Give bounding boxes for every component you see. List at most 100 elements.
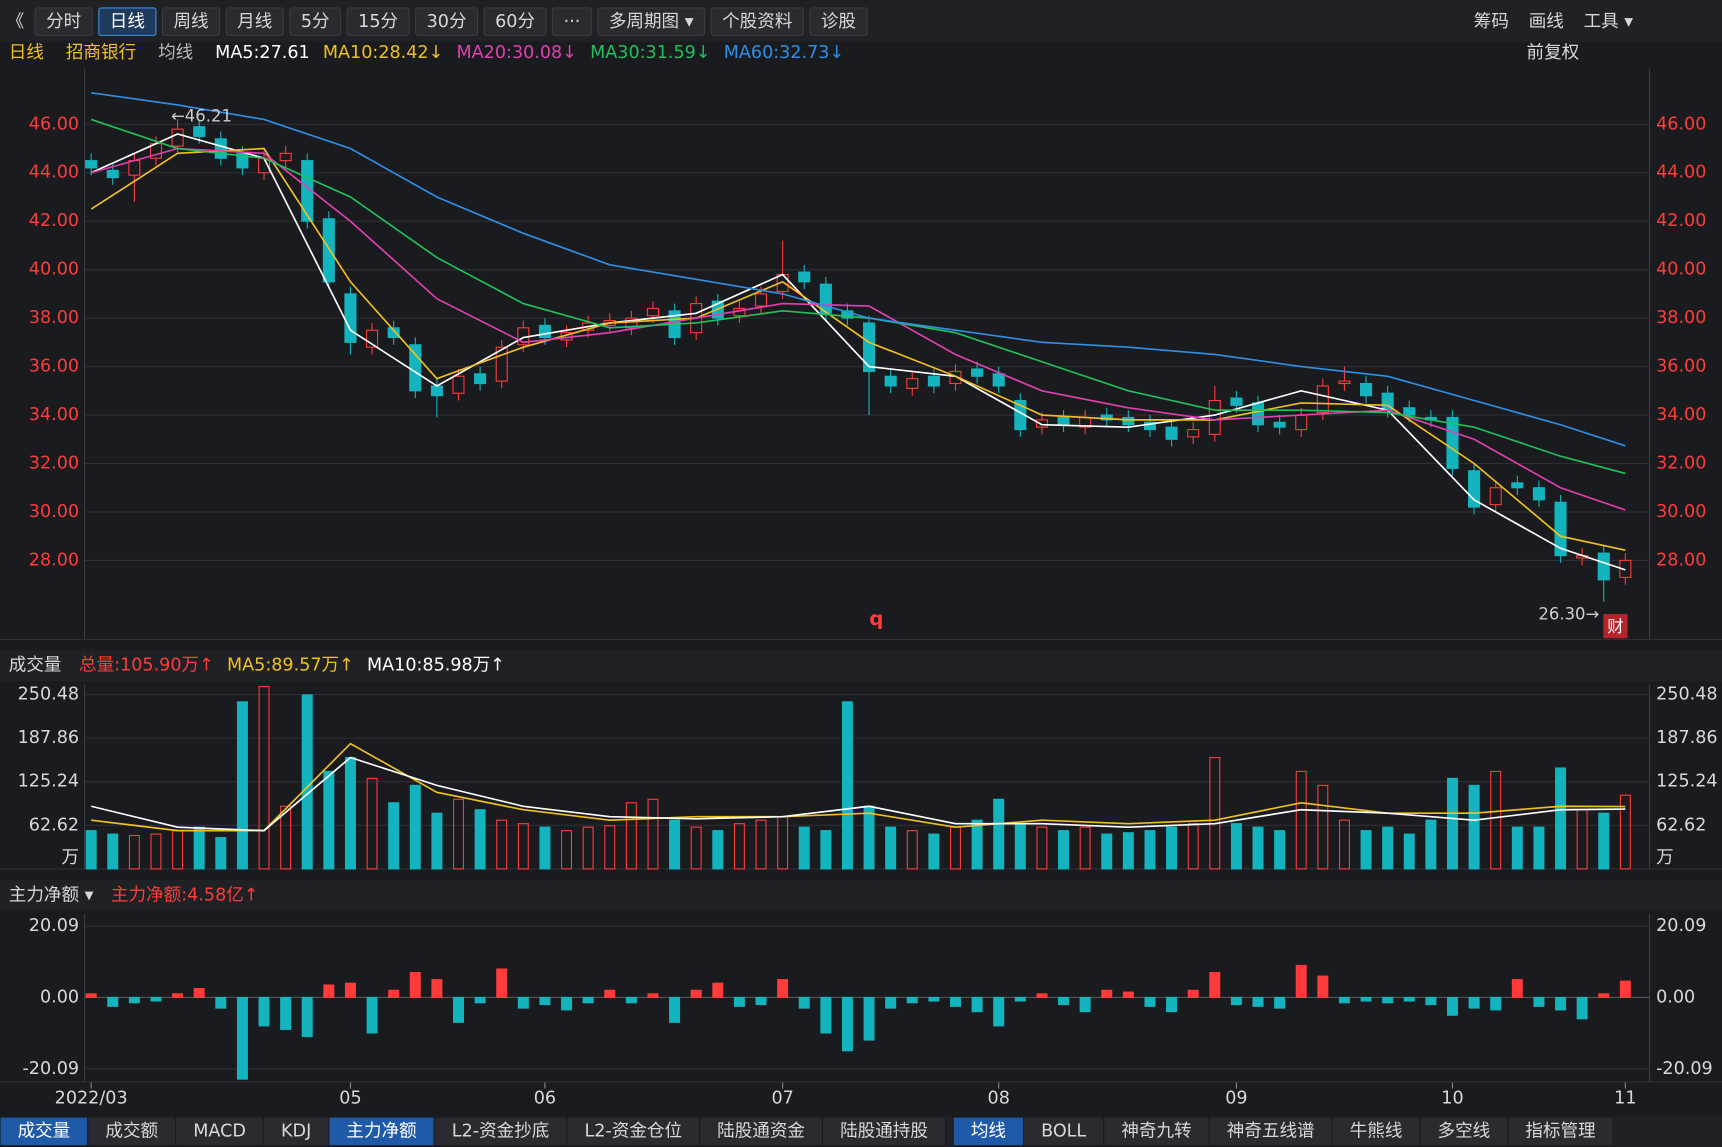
toolbar-button[interactable]: 60分 bbox=[495, 12, 535, 32]
bar bbox=[906, 830, 918, 870]
tab[interactable]: BOLL bbox=[1041, 1121, 1086, 1141]
bar bbox=[85, 830, 97, 870]
y-tick-label-right: 28.00 bbox=[1656, 550, 1706, 570]
tab[interactable]: 陆股通资金 bbox=[717, 1121, 805, 1141]
tab[interactable]: 成交额 bbox=[105, 1121, 158, 1141]
bar bbox=[885, 826, 897, 870]
bar bbox=[236, 701, 248, 870]
bar bbox=[1338, 996, 1350, 1004]
toolbar-button[interactable]: 分时 bbox=[46, 12, 81, 32]
toolbar-button-bg bbox=[161, 7, 221, 36]
candle-body bbox=[1057, 416, 1070, 426]
bar bbox=[1252, 826, 1264, 870]
y-tick-label-right: 38.00 bbox=[1656, 308, 1706, 328]
bar bbox=[1360, 996, 1372, 1002]
low-annotation: 26.30→ bbox=[1538, 604, 1599, 623]
bar bbox=[409, 784, 421, 870]
bar bbox=[950, 996, 961, 1007]
bar bbox=[820, 830, 832, 870]
bar bbox=[1533, 996, 1545, 1007]
bar bbox=[1166, 996, 1178, 1013]
header-label: 均线 bbox=[158, 43, 193, 63]
bar bbox=[366, 777, 378, 870]
toolbar-button[interactable]: 周线 bbox=[173, 12, 208, 32]
candle-body bbox=[646, 307, 660, 317]
toolbar-button[interactable]: 15分 bbox=[358, 12, 398, 32]
toolbar-button[interactable]: ··· bbox=[564, 12, 581, 32]
toolbar-right-button[interactable]: 筹码 bbox=[1474, 12, 1509, 32]
x-tick-label: 11 bbox=[1614, 1088, 1636, 1108]
tab-bg bbox=[1507, 1116, 1614, 1147]
tab[interactable]: 成交量 bbox=[18, 1121, 71, 1141]
bar bbox=[1122, 991, 1134, 998]
bar bbox=[1187, 823, 1199, 870]
bar bbox=[1511, 826, 1523, 870]
toolbar-button[interactable]: 30分 bbox=[427, 12, 467, 32]
candle-body bbox=[863, 322, 876, 372]
toolbar-button[interactable]: 《 bbox=[7, 12, 25, 32]
bar bbox=[388, 802, 400, 870]
candle-body bbox=[1403, 407, 1416, 416]
bar bbox=[301, 694, 313, 870]
toolbar-right-button[interactable]: 工具 ▾ bbox=[1584, 12, 1634, 32]
bar bbox=[1295, 770, 1307, 870]
tab[interactable]: KDJ bbox=[281, 1121, 311, 1141]
tab[interactable]: 神奇九转 bbox=[1121, 1121, 1191, 1141]
y-tick-label-right: 250.48 bbox=[1656, 685, 1717, 705]
tab-bg bbox=[566, 1116, 701, 1147]
tab[interactable]: 均线 bbox=[971, 1121, 1006, 1141]
tab[interactable]: 牛熊线 bbox=[1350, 1121, 1403, 1141]
toolbar-button[interactable]: 月线 bbox=[237, 12, 272, 32]
tab[interactable]: 神奇五线谱 bbox=[1227, 1121, 1315, 1141]
tab[interactable]: 主力净额 bbox=[346, 1121, 417, 1141]
bar bbox=[431, 979, 443, 998]
candle-body bbox=[1230, 397, 1243, 406]
bar bbox=[712, 830, 724, 870]
toolbar-right-button[interactable]: 画线 bbox=[1529, 12, 1564, 32]
bar bbox=[1382, 996, 1394, 1004]
bar bbox=[1036, 826, 1048, 870]
toolbar-button[interactable]: 日线 bbox=[110, 12, 145, 32]
tab[interactable]: L2-资金仓位 bbox=[584, 1121, 682, 1141]
pane-title[interactable]: 主力净额 ▾ bbox=[9, 885, 94, 905]
bar bbox=[647, 798, 659, 870]
tab[interactable]: 陆股通持股 bbox=[840, 1121, 928, 1141]
x-tick-label: 2022/03 bbox=[55, 1088, 128, 1108]
bar bbox=[1317, 784, 1329, 870]
tab-bg bbox=[175, 1116, 265, 1147]
toolbar-button[interactable]: 5分 bbox=[301, 12, 330, 32]
y-tick-label: -20.09 bbox=[22, 1059, 79, 1079]
bar bbox=[1338, 819, 1350, 870]
bar bbox=[690, 826, 702, 870]
bar bbox=[1014, 996, 1026, 1002]
toolbar-button-bg bbox=[483, 7, 547, 36]
tab[interactable]: 多空线 bbox=[1438, 1121, 1491, 1141]
bar bbox=[971, 819, 983, 870]
bar bbox=[863, 805, 875, 870]
x-tick-label: 07 bbox=[771, 1088, 793, 1108]
y-tick-label: 30.00 bbox=[29, 502, 79, 522]
pane-total: 总量:105.90万↑ bbox=[79, 656, 214, 676]
candle-body bbox=[927, 375, 940, 387]
bar bbox=[474, 809, 486, 870]
toolbar-button[interactable]: 多周期图 ▾ bbox=[609, 12, 694, 32]
bar bbox=[993, 996, 1005, 1027]
adjust-mode[interactable]: 前复权 bbox=[1527, 43, 1580, 63]
pane-total: 主力净额:4.58亿↑ bbox=[111, 885, 259, 905]
toolbar-button[interactable]: 诊股 bbox=[821, 12, 856, 32]
tab[interactable]: MACD bbox=[193, 1121, 246, 1141]
bar bbox=[193, 987, 205, 998]
candle-body bbox=[495, 346, 508, 382]
bar bbox=[971, 996, 983, 1013]
tab[interactable]: L2-资金抄底 bbox=[452, 1121, 550, 1141]
candle-body bbox=[366, 329, 379, 348]
bar bbox=[1533, 826, 1545, 870]
tab[interactable]: 指标管理 bbox=[1525, 1121, 1595, 1141]
toolbar-button[interactable]: 个股资料 bbox=[722, 12, 792, 32]
candle-body bbox=[1187, 429, 1200, 438]
y-tick-label-right: 30.00 bbox=[1656, 502, 1706, 522]
badge[interactable]: 财 bbox=[1607, 617, 1623, 636]
bar bbox=[431, 812, 443, 870]
bar bbox=[1403, 833, 1415, 870]
bar bbox=[1490, 770, 1502, 870]
